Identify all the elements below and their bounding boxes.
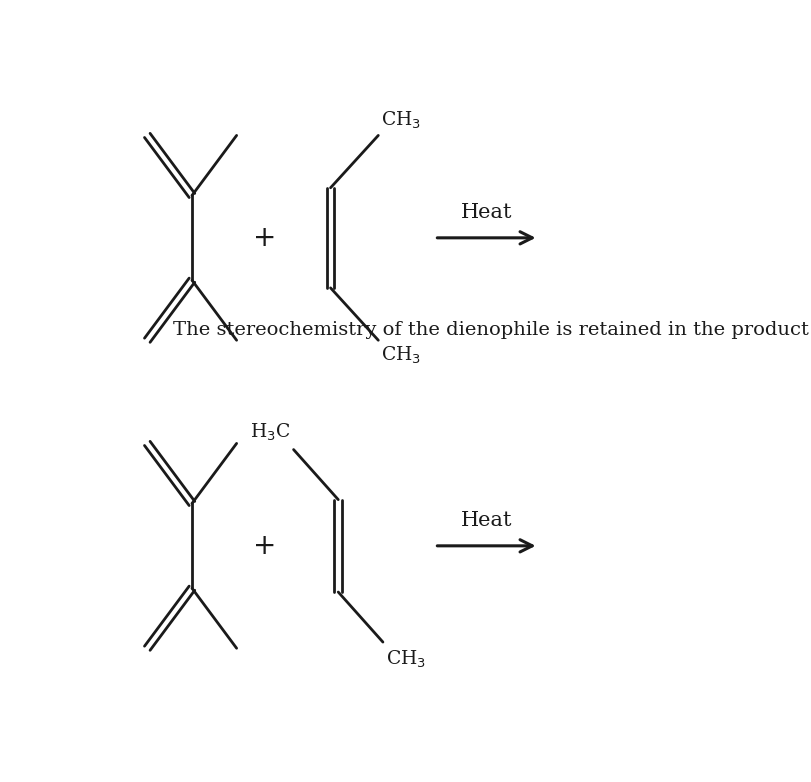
Text: +: + — [253, 224, 277, 252]
Text: Heat: Heat — [461, 203, 513, 222]
Text: CH$_3$: CH$_3$ — [386, 648, 426, 669]
Text: +: + — [253, 532, 277, 560]
Text: CH$_3$: CH$_3$ — [381, 345, 422, 366]
Text: The stereochemistry of the dienophile is retained in the product: The stereochemistry of the dienophile is… — [173, 321, 809, 339]
Text: Heat: Heat — [461, 511, 513, 530]
Text: H$_3$C: H$_3$C — [250, 422, 290, 443]
Text: CH$_3$: CH$_3$ — [381, 109, 422, 131]
